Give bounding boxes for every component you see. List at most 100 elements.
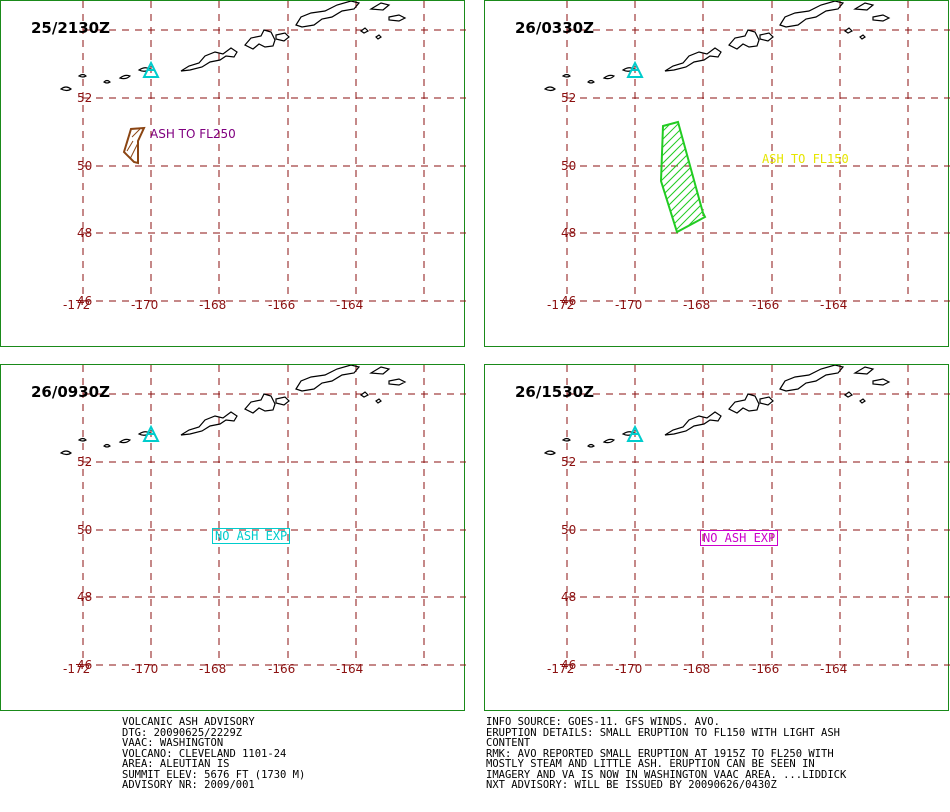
coastline-segment (77, 73, 87, 78)
volcano-marker-icon (626, 424, 644, 442)
longitude-label: -166 (752, 298, 780, 312)
coastline-segment (859, 398, 866, 404)
ash-cloud-polygon (659, 120, 707, 234)
latitude-label: 50 (561, 523, 577, 537)
latitude-label: 48 (77, 590, 93, 604)
hatch-line (661, 214, 705, 232)
ash-level-label: ASH TO FL250 (150, 127, 236, 141)
latitude-label: 50 (77, 159, 93, 173)
latitude-label: 48 (561, 590, 577, 604)
ash-cloud-hatching (126, 128, 141, 160)
coastline-segment (180, 411, 238, 436)
advisory-line: SUMMIT ELEV: 5676 FT (1730 M) (122, 768, 306, 781)
longitude-label: -172 (547, 298, 575, 312)
longitude-label: -172 (63, 298, 91, 312)
hatch-line (661, 206, 705, 232)
volcano-marker-icon (626, 60, 644, 78)
hatch-line (661, 198, 705, 232)
coastline-segment (859, 34, 866, 40)
lat-lon-grid (566, 365, 950, 666)
longitude-label: -164 (820, 298, 848, 312)
coastline-segment (587, 79, 595, 84)
hatch-line (661, 122, 705, 140)
latitude-label: 46 (561, 294, 577, 308)
coastline-segment (369, 366, 391, 375)
coastline-segment (543, 450, 556, 456)
longitude-label: -168 (683, 662, 711, 676)
lat-lon-grid (566, 1, 950, 302)
coastline-segment (561, 73, 571, 78)
latitude-label: 52 (77, 91, 93, 105)
coastline-segment (602, 74, 616, 80)
longitude-label: -166 (268, 662, 296, 676)
coastline-segment (587, 443, 595, 448)
latitude-label: 48 (77, 226, 93, 240)
coastline-segment (779, 365, 845, 392)
hatch-line (126, 140, 134, 152)
coastline-segment (388, 378, 407, 386)
hatch-line (661, 166, 705, 228)
aleutian-coastline (59, 365, 407, 456)
hatch-line (661, 174, 705, 232)
advisory-line: AREA: ALEUTIAN IS (122, 758, 230, 770)
hatch-line (661, 122, 705, 148)
coastline-segment (275, 32, 290, 42)
coastline-segment (369, 2, 391, 11)
ash-level-label: ASH TO FL150 (762, 152, 849, 166)
latitude-label: 46 (77, 658, 93, 672)
longitude-label: -170 (615, 662, 643, 676)
advisory-line: IMAGERY AND VA IS NOW IN WASHINGTON VAAC… (486, 768, 847, 781)
longitude-label: -166 (752, 662, 780, 676)
aleutian-coastline (543, 1, 891, 92)
volcano-marker-icon (142, 424, 160, 442)
advisory-line: DTG: 20090625/2229Z (122, 726, 243, 739)
coastline-segment (853, 2, 875, 11)
hatch-line (661, 122, 705, 172)
valid-time-label: 25/2130Z (31, 19, 110, 37)
coastline-segment (779, 1, 845, 28)
coastline-segment (872, 14, 891, 22)
advisory-line: NXT ADVISORY: WILL BE ISSUED BY 20090626… (486, 779, 777, 791)
coastline-segment (275, 396, 290, 406)
longitude-label: -168 (199, 662, 227, 676)
coastline-segment (759, 32, 774, 42)
coastline-segment (77, 437, 87, 442)
coastline-segment (180, 47, 238, 72)
longitude-label: -170 (131, 298, 159, 312)
volcano-triangle-icon (142, 60, 160, 78)
volcano-triangle-icon (626, 424, 644, 442)
no-ash-label: NO ASH EXP (700, 530, 779, 546)
lat-lon-grid (82, 365, 466, 666)
coastline-segment (103, 443, 111, 448)
longitude-label: -172 (547, 662, 575, 676)
latitude-label: 52 (77, 455, 93, 469)
coastline-segment (244, 29, 276, 50)
hatch-line (661, 122, 705, 164)
coastline-segment (103, 79, 111, 84)
latitude-label: 50 (77, 523, 93, 537)
map-canvas (543, 1, 950, 302)
hatch-line (661, 182, 705, 232)
advisory-header-text: VOLCANIC ASH ADVISORY DTG: 20090625/2229… (122, 717, 305, 791)
forecast-panel-1: 25/2130Z ASH TO FL250 52 50 48 46 -172 -170 -1… (0, 0, 466, 347)
hatch-line (661, 122, 705, 124)
coastline-segment (602, 438, 616, 444)
coastline-segment (543, 86, 556, 92)
coastline-segment (561, 437, 571, 442)
hatch-line (655, 39, 715, 99)
coastline-segment (295, 365, 361, 392)
hatch-line (661, 142, 705, 204)
ash-cloud-hatching (655, 39, 715, 232)
coastline-segment (843, 27, 854, 34)
advisory-line: VAAC: WASHINGTON (122, 737, 224, 749)
forecast-panel-4: 26/1530Z NO ASH EXP 52 50 48 46 -172 -170 -168… (484, 364, 950, 711)
coastline-segment (728, 29, 760, 50)
longitude-label: -164 (336, 662, 364, 676)
coastline-segment (244, 393, 276, 414)
advisory-line: ERUPTION DETAILS: SMALL ERUPTION TO FL15… (486, 726, 841, 739)
coastline-segment (853, 366, 875, 375)
longitude-label: -164 (820, 662, 848, 676)
longitude-label: -172 (63, 662, 91, 676)
map-canvas (59, 365, 466, 666)
coastline-segment (759, 396, 774, 406)
